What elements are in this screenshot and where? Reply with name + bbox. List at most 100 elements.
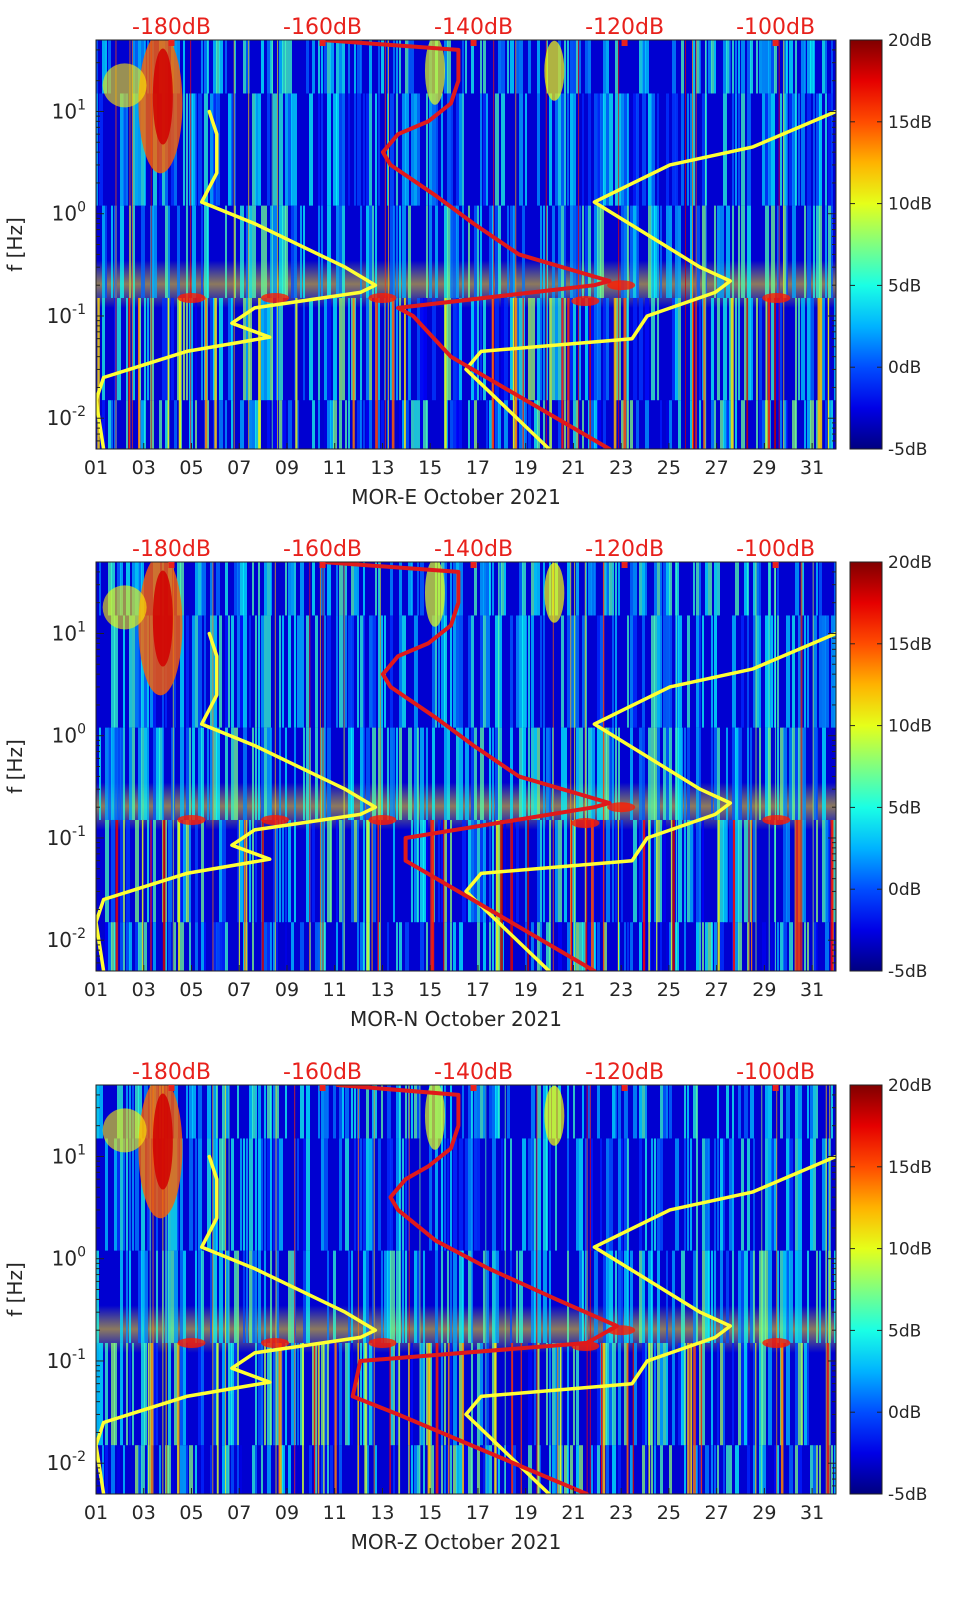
top-axis-label: -180dB — [132, 15, 211, 40]
x-tick-label: 19 — [514, 979, 538, 1001]
x-tick-label: 29 — [752, 1502, 776, 1524]
top-axis-tick — [168, 40, 175, 46]
x-tick-label: 21 — [561, 1502, 585, 1524]
colorbar-gradient — [849, 39, 883, 450]
top-axis-tick — [319, 562, 326, 568]
colorbar: 20dB 15dB 10dB 5dB 0dB -5dB — [849, 31, 932, 460]
y-tick-label: 10-1 — [47, 1347, 86, 1373]
x-tick-label: 21 — [561, 979, 585, 1001]
top-axis-label: -160dB — [283, 1060, 362, 1085]
x-tick-label: 29 — [752, 457, 776, 479]
x-tick-label: 23 — [609, 979, 633, 1001]
x-tick-label: 25 — [657, 457, 681, 479]
top-axis-label: -140dB — [434, 537, 513, 562]
y-axis-label: f [Hz] — [3, 217, 27, 272]
y-tick-label: 10-1 — [47, 824, 86, 850]
colorbar-tick-label: 10dB — [888, 717, 932, 737]
x-tick-label: 15 — [418, 979, 442, 1001]
top-axis-label: -160dB — [283, 15, 362, 40]
colorbar-tick-label: 20dB — [888, 31, 932, 51]
colorbar-tick-label: 15dB — [888, 635, 932, 655]
colorbar-tick-label: 5dB — [888, 798, 921, 818]
top-axis-label: -120dB — [585, 1060, 664, 1085]
top-axis-label: -100dB — [736, 15, 815, 40]
x-tick-label: 15 — [418, 1502, 442, 1524]
x-tick-label: 09 — [275, 457, 299, 479]
x-tick-label: 27 — [705, 457, 729, 479]
x-axis-label: MOR-Z October 2021 — [351, 1530, 562, 1554]
x-tick-label: 23 — [609, 457, 633, 479]
spectrogram-panel-1: 01 03 05 07 09 11 13 15 17 19 21 23 25 27 29 31 MOR-E Oc… — [3, 15, 932, 509]
top-axis-label: -120dB — [585, 537, 664, 562]
y-axis-label: f [Hz] — [3, 1262, 27, 1317]
x-tick-label: 17 — [466, 979, 490, 1001]
top-axis-tick — [470, 562, 477, 568]
y-tick-label: 101 — [52, 1142, 86, 1168]
colorbar-tick-label: 20dB — [888, 553, 932, 573]
x-tick-label: 03 — [132, 1502, 156, 1524]
top-axis-tick — [772, 562, 779, 568]
x-tick-label: 03 — [132, 457, 156, 479]
yellow-high-noise-model — [464, 631, 836, 971]
y-tick-label: 101 — [52, 619, 86, 645]
top-axis-label: -160dB — [283, 537, 362, 562]
x-tick-label: 07 — [227, 1502, 251, 1524]
x-tick-label: 23 — [609, 1502, 633, 1524]
yellow-high-noise-model — [464, 1154, 836, 1494]
top-axis-tick — [470, 40, 477, 46]
x-tick-label: 25 — [657, 979, 681, 1001]
colorbar-tick-label: 0dB — [888, 880, 921, 900]
x-tick-label: 11 — [323, 457, 347, 479]
top-axis-tick — [319, 40, 326, 46]
x-tick-label: 27 — [705, 979, 729, 1001]
y-tick-label: 10-1 — [47, 302, 86, 328]
x-tick-label: 07 — [227, 979, 251, 1001]
x-tick-label: 27 — [705, 1502, 729, 1524]
top-axis-label: -120dB — [585, 15, 664, 40]
top-axis-tick — [621, 1085, 628, 1091]
top-axis-label: -140dB — [434, 1060, 513, 1085]
red-station-noise-curve — [335, 1085, 619, 1494]
red-station-noise-curve — [320, 40, 612, 449]
x-tick-label: 01 — [84, 457, 108, 479]
spectrogram-image — [96, 562, 836, 971]
top-axis-label: -180dB — [132, 537, 211, 562]
top-axis-tick — [621, 562, 628, 568]
colorbar-tick-label: 15dB — [888, 1158, 932, 1178]
x-tick-label: 11 — [323, 1502, 347, 1524]
x-tick-label: 13 — [370, 979, 394, 1001]
x-tick-label: 11 — [323, 979, 347, 1001]
x-tick-label: 05 — [179, 457, 203, 479]
top-axis-tick — [168, 562, 175, 568]
y-tick-label: 100 — [52, 1245, 86, 1271]
top-axis-label: -100dB — [736, 1060, 815, 1085]
y-tick-label: 10-2 — [47, 1449, 86, 1475]
x-tick-label: 03 — [132, 979, 156, 1001]
x-tick-label: 21 — [561, 457, 585, 479]
yellow-low-noise-model — [96, 1154, 378, 1494]
spectrogram-image — [96, 1085, 836, 1494]
top-axis-tick — [319, 1085, 326, 1091]
top-axis-tick — [621, 40, 628, 46]
colorbar-tick-label: 5dB — [888, 1321, 921, 1341]
x-tick-label: 19 — [514, 457, 538, 479]
colorbar-tick-label: -5dB — [888, 962, 927, 982]
y-tick-label: 10-2 — [47, 926, 86, 952]
colorbar-gradient — [849, 561, 883, 972]
top-axis-tick — [772, 1085, 779, 1091]
top-axis-tick — [772, 40, 779, 46]
x-tick-label: 01 — [84, 979, 108, 1001]
x-tick-label: 25 — [657, 1502, 681, 1524]
y-tick-label: 100 — [52, 200, 86, 226]
yellow-low-noise-model — [96, 631, 378, 971]
yellow-high-noise-model — [464, 109, 836, 449]
colorbar-tick-label: 5dB — [888, 276, 921, 296]
colorbar-tick-label: 10dB — [888, 1240, 932, 1260]
x-axis-label: MOR-N October 2021 — [350, 1007, 562, 1031]
x-tick-label: 09 — [275, 979, 299, 1001]
x-tick-label: 09 — [275, 1502, 299, 1524]
spectrogram-image — [96, 40, 836, 449]
top-axis-tick — [168, 1085, 175, 1091]
x-tick-label: 13 — [370, 457, 394, 479]
